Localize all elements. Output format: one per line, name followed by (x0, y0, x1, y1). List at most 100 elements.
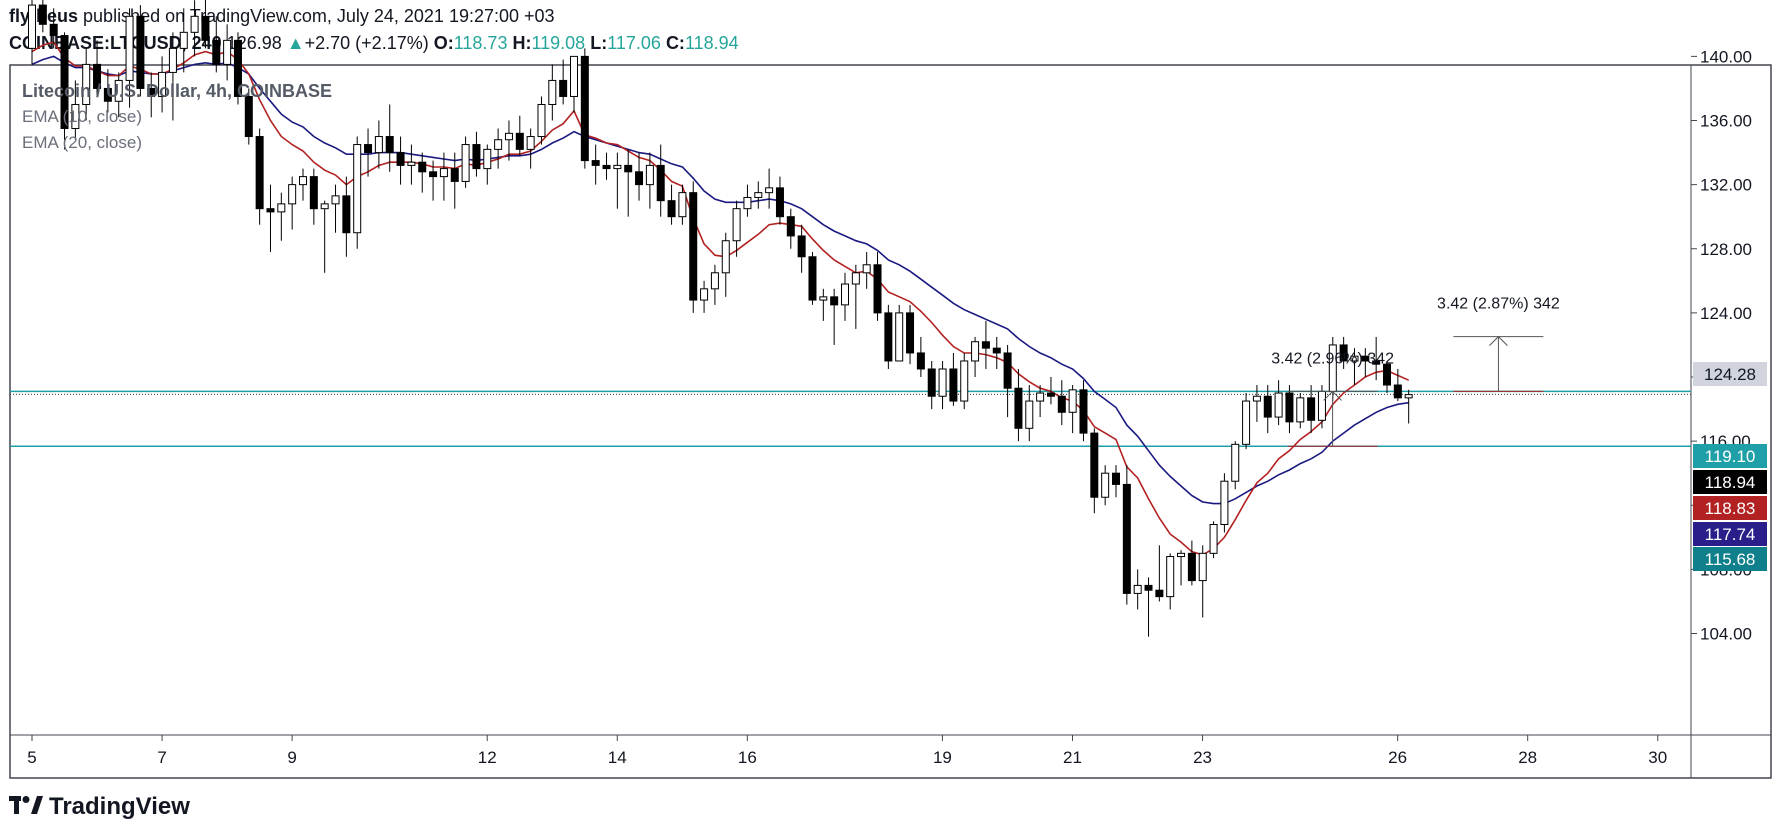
time-axis[interactable]: 5 7 9 12 14 16 19 21 23 26 28 30 (27, 735, 1667, 767)
candle[interactable] (526, 128, 535, 169)
candle[interactable] (396, 136, 405, 185)
candle[interactable] (82, 48, 91, 121)
candle[interactable] (1274, 380, 1283, 426)
candle[interactable] (60, 32, 69, 150)
candle[interactable] (841, 272, 849, 321)
candle[interactable] (223, 24, 232, 81)
candle[interactable] (808, 251, 817, 305)
candle[interactable] (288, 176, 297, 230)
candle[interactable] (353, 136, 362, 249)
candle[interactable] (1350, 348, 1359, 386)
candle[interactable] (775, 176, 784, 225)
candle[interactable] (689, 181, 698, 313)
candle[interactable] (439, 152, 448, 201)
candle[interactable] (483, 144, 492, 185)
candle[interactable] (212, 16, 221, 73)
candle[interactable] (1014, 368, 1023, 442)
candle[interactable] (667, 184, 676, 225)
candle[interactable] (385, 104, 394, 172)
candle[interactable] (1361, 348, 1370, 378)
candle[interactable] (1198, 545, 1207, 618)
candle[interactable] (927, 360, 936, 410)
candle[interactable] (461, 136, 470, 188)
candle[interactable] (190, 0, 199, 57)
candle[interactable] (504, 120, 513, 161)
candle[interactable] (1057, 380, 1066, 426)
candle[interactable] (700, 280, 709, 313)
candle[interactable] (233, 32, 242, 105)
candle[interactable] (602, 152, 611, 180)
candle[interactable] (168, 32, 177, 121)
candle[interactable] (1372, 336, 1381, 381)
measure[interactable]: 3.42 (2.87%) 342 (1437, 296, 1560, 392)
candle[interactable] (786, 208, 795, 249)
candle[interactable] (1101, 465, 1110, 506)
candle[interactable] (277, 192, 286, 241)
candle[interactable] (244, 88, 253, 145)
candle[interactable] (916, 336, 925, 378)
candle[interactable] (1383, 360, 1391, 394)
candle[interactable] (1144, 577, 1153, 637)
candle[interactable] (862, 251, 871, 289)
candle[interactable] (1133, 569, 1142, 610)
candle[interactable] (765, 168, 774, 209)
candle[interactable] (624, 149, 633, 217)
candle[interactable] (1003, 344, 1012, 418)
candle[interactable] (158, 56, 167, 113)
candle[interactable] (1112, 465, 1120, 498)
candle[interactable] (1252, 385, 1261, 422)
candle[interactable] (884, 304, 893, 369)
candle[interactable] (71, 80, 80, 140)
candle[interactable] (1209, 521, 1218, 559)
candle[interactable] (1036, 385, 1045, 418)
candle[interactable] (1090, 428, 1099, 514)
candle[interactable] (656, 144, 665, 217)
candle[interactable] (1339, 336, 1348, 369)
candle[interactable] (1242, 393, 1251, 450)
candle[interactable] (299, 168, 307, 201)
candle[interactable] (266, 184, 275, 252)
candle[interactable] (429, 160, 438, 201)
candle[interactable] (743, 184, 752, 217)
candle[interactable] (28, 0, 36, 65)
candle[interactable] (851, 264, 860, 329)
candle[interactable] (906, 304, 915, 365)
candle[interactable] (472, 131, 481, 177)
candle[interactable] (1285, 385, 1294, 434)
candle[interactable] (548, 64, 557, 121)
candle[interactable] (309, 168, 318, 225)
candle[interactable] (418, 152, 427, 193)
candle[interactable] (938, 360, 947, 410)
candle[interactable] (1404, 389, 1413, 424)
candle[interactable] (873, 251, 882, 321)
candle[interactable] (255, 128, 264, 225)
candles[interactable] (28, 0, 1413, 637)
candle[interactable] (721, 232, 730, 297)
candle[interactable] (49, 8, 58, 49)
candle[interactable] (797, 224, 806, 273)
candle[interactable] (895, 304, 904, 362)
candle[interactable] (103, 69, 112, 113)
candle[interactable] (364, 128, 373, 177)
candle[interactable] (981, 320, 990, 369)
candle[interactable] (1025, 385, 1034, 442)
candle[interactable] (580, 48, 589, 169)
candle[interactable] (537, 96, 546, 145)
candle[interactable] (559, 59, 568, 105)
candle[interactable] (754, 181, 763, 209)
candle[interactable] (1296, 393, 1305, 429)
candle[interactable] (971, 336, 980, 378)
candle[interactable] (645, 152, 654, 209)
measure-tools[interactable]: 3.42 (2.96%) 342 3.42 (2.87%) 342 (1271, 296, 1560, 447)
candle[interactable] (960, 352, 969, 410)
candle[interactable] (1187, 540, 1196, 586)
candle[interactable] (613, 152, 622, 209)
candle[interactable] (635, 152, 644, 201)
measure[interactable]: 3.42 (2.96%) 342 (1271, 350, 1394, 447)
candle[interactable] (1177, 550, 1186, 586)
candle[interactable] (1046, 377, 1055, 405)
horizontal-lines[interactable] (10, 390, 1691, 448)
tradingview-logo[interactable]: TradingView (9, 793, 190, 821)
candle[interactable] (38, 0, 47, 33)
candle[interactable] (136, 5, 145, 97)
